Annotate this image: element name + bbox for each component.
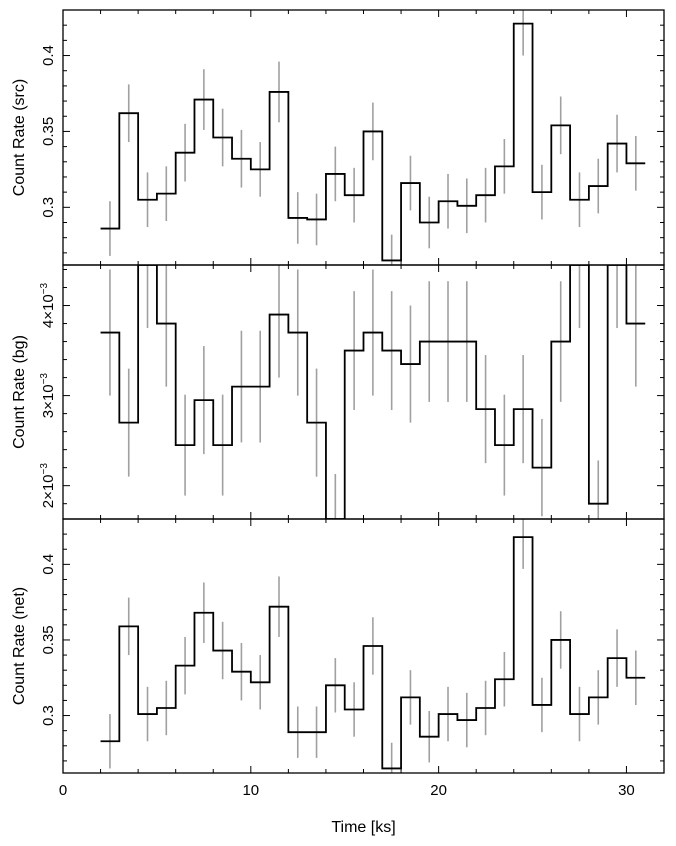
panel-1-y-tick-label: 0.35 [40,117,57,146]
panel-3-y-tick-label: 0.35 [40,625,57,654]
panel-3-y-axis-label: Count Rate (net) [11,587,28,705]
panel-2-frame [62,264,665,520]
panel-1-step-line [100,22,646,262]
panel-2-y-tick-label: 2×10−3 [39,463,57,509]
panel-2-y-axis-label: Count Rate (bg) [11,335,28,449]
panel-3-y-tick-label: 0.3 [40,705,57,726]
x-tick-label: 20 [430,782,447,799]
panel-1-y-axis-label: Count Rate (src) [11,79,28,196]
panel-2-step-line [100,265,646,519]
x-tick-label: 0 [59,782,67,799]
panel-2-y-tick-label: 3×10−3 [39,373,57,419]
panel-1-y-tick-label: 0.4 [40,45,57,66]
panel-3-step-line [100,536,646,770]
x-tick-label: 10 [242,782,259,799]
panel-3-y-tick-label: 0.4 [40,554,57,575]
panel-2-y-tick-label: 4×10−3 [39,282,57,328]
x-tick-label: 30 [618,782,635,799]
x-axis-label: Time [ks] [331,819,395,836]
panel-1-y-tick-label: 0.3 [40,197,57,218]
